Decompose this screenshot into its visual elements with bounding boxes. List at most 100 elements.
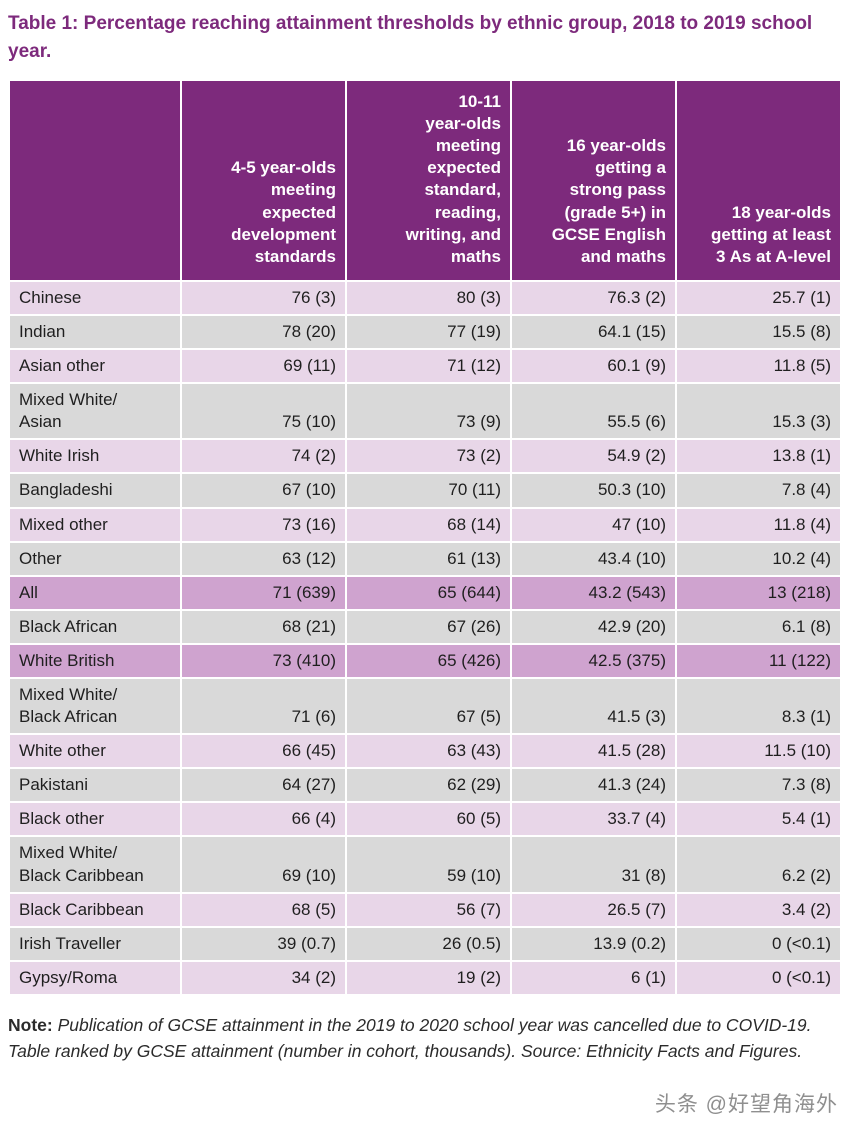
cell-value-10-11: 56 (7) [345, 891, 512, 928]
cell-value-10-11: 67 (26) [345, 608, 512, 645]
cell-value-4-5: 66 (45) [180, 733, 347, 770]
cell-value-4-5: 69 (10) [180, 835, 347, 894]
cell-value-18: 13.8 (1) [675, 438, 842, 475]
cell-value-10-11: 80 (3) [345, 279, 512, 316]
row-label: White Irish [8, 438, 182, 475]
table-title: Table 1: Percentage reaching attainment … [8, 13, 813, 62]
row-label: Black African [8, 608, 182, 645]
row-label: White other [8, 733, 182, 770]
cell-value-10-11: 67 (5) [345, 676, 512, 736]
row-label: Bangladeshi [8, 472, 182, 509]
cell-value-10-11: 26 (0.5) [345, 925, 512, 962]
row-label: Mixed other [8, 506, 182, 543]
cell-value-10-11: 19 (2) [345, 959, 512, 996]
cell-value-18: 6.1 (8) [675, 608, 842, 645]
cell-value-10-11: 68 (14) [345, 506, 512, 543]
table-row: Chinese 76 (3) 80 (3) 76.3 (2) 25.7 (1) [8, 279, 842, 316]
cell-value-4-5: 78 (20) [180, 313, 347, 351]
table-row: Black African 68 (21) 67 (26) 42.9 (20) … [8, 608, 842, 645]
cell-value-4-5: 68 (21) [180, 608, 347, 645]
row-label: White British [8, 642, 182, 679]
cell-value-16: 41.5 (3) [510, 676, 677, 736]
cell-value-4-5: 66 (4) [180, 801, 347, 838]
cell-value-4-5: 63 (12) [180, 540, 347, 577]
row-label: Indian [8, 313, 182, 351]
table-row: Bangladeshi 67 (10) 70 (11) 50.3 (10) 7.… [8, 472, 842, 509]
cell-value-18: 15.3 (3) [675, 382, 842, 441]
cell-value-10-11: 65 (644) [345, 574, 512, 611]
note-text: Publication of GCSE attainment in the 20… [8, 1014, 812, 1062]
row-label: Chinese [8, 279, 182, 316]
cell-value-10-11: 71 (12) [345, 348, 512, 385]
cell-value-16: 60.1 (9) [510, 348, 677, 385]
cell-value-18: 10.2 (4) [675, 540, 842, 577]
row-label: Other [8, 540, 182, 577]
cell-value-18: 11.5 (10) [675, 733, 842, 770]
cell-value-10-11: 73 (2) [345, 438, 512, 475]
cell-value-18: 0 (<0.1) [675, 925, 842, 962]
cell-value-4-5: 69 (11) [180, 348, 347, 385]
cell-value-4-5: 71 (6) [180, 676, 347, 736]
cell-value-4-5: 67 (10) [180, 472, 347, 509]
table-body: Chinese 76 (3) 80 (3) 76.3 (2) 25.7 (1) … [8, 279, 842, 996]
cell-value-4-5: 39 (0.7) [180, 925, 347, 962]
cell-value-18: 3.4 (2) [675, 891, 842, 928]
cell-value-18: 11.8 (5) [675, 348, 842, 385]
table-row: White other 66 (45) 63 (43) 41.5 (28) 11… [8, 733, 842, 770]
row-label: Mixed White/ Asian [8, 382, 182, 441]
cell-value-16: 26.5 (7) [510, 891, 677, 928]
table-row: Mixed other 73 (16) 68 (14) 47 (10) 11.8… [8, 506, 842, 543]
table-row: Gypsy/Roma 34 (2) 19 (2) 6 (1) 0 (<0.1) [8, 959, 842, 996]
row-label: Mixed White/ Black African [8, 676, 182, 736]
header-cell-4-5-year-olds: 4-5 year-olds meeting expected developme… [180, 79, 347, 282]
cell-value-16: 31 (8) [510, 835, 677, 894]
note-label: Note: [8, 1014, 53, 1035]
cell-value-16: 41.3 (24) [510, 767, 677, 804]
cell-value-18: 8.3 (1) [675, 676, 842, 736]
table-note: Note: Publication of GCSE attainment in … [8, 1012, 842, 1065]
cell-value-4-5: 64 (27) [180, 767, 347, 804]
cell-value-18: 11 (122) [675, 642, 842, 679]
header-cell-10-11-year-olds: 10-11 year-olds meeting expected standar… [345, 79, 512, 282]
cell-value-16: 50.3 (10) [510, 472, 677, 509]
table-row: Mixed White/ Black African 71 (6) 67 (5)… [8, 676, 842, 736]
header-cell-empty [8, 79, 182, 282]
row-label: Pakistani [8, 767, 182, 804]
row-label: Black Caribbean [8, 891, 182, 928]
cell-value-16: 13.9 (0.2) [510, 925, 677, 962]
cell-value-4-5: 75 (10) [180, 382, 347, 441]
attainment-table: 4-5 year-olds meeting expected developme… [8, 79, 842, 996]
table-row: All 71 (639) 65 (644) 43.2 (543) 13 (218… [8, 574, 842, 611]
cell-value-18: 15.5 (8) [675, 313, 842, 351]
cell-value-16: 54.9 (2) [510, 438, 677, 475]
table-row: Irish Traveller 39 (0.7) 26 (0.5) 13.9 (… [8, 925, 842, 962]
cell-value-18: 7.8 (4) [675, 472, 842, 509]
table-row: Black Caribbean 68 (5) 56 (7) 26.5 (7) 3… [8, 891, 842, 928]
table-row: Mixed White/ Asian 75 (10) 73 (9) 55.5 (… [8, 382, 842, 441]
cell-value-16: 42.9 (20) [510, 608, 677, 645]
table-row: Other 63 (12) 61 (13) 43.4 (10) 10.2 (4) [8, 540, 842, 577]
table-row: Black other 66 (4) 60 (5) 33.7 (4) 5.4 (… [8, 801, 842, 838]
header-row: 4-5 year-olds meeting expected developme… [8, 79, 842, 282]
cell-value-18: 11.8 (4) [675, 506, 842, 543]
cell-value-16: 43.2 (543) [510, 574, 677, 611]
cell-value-16: 6 (1) [510, 959, 677, 996]
cell-value-18: 25.7 (1) [675, 279, 842, 316]
table-row: Asian other 69 (11) 71 (12) 60.1 (9) 11.… [8, 348, 842, 385]
cell-value-16: 47 (10) [510, 506, 677, 543]
row-label: Asian other [8, 348, 182, 385]
watermark: 头条 @好望角海外 [654, 1093, 838, 1116]
table-row: Indian 78 (20) 77 (19) 64.1 (15) 15.5 (8… [8, 313, 842, 351]
cell-value-18: 0 (<0.1) [675, 959, 842, 996]
cell-value-10-11: 61 (13) [345, 540, 512, 577]
cell-value-10-11: 63 (43) [345, 733, 512, 770]
cell-value-16: 41.5 (28) [510, 733, 677, 770]
header-cell-16-year-olds: 16 year-olds getting a strong pass (grad… [510, 79, 677, 282]
cell-value-4-5: 71 (639) [180, 574, 347, 611]
cell-value-10-11: 65 (426) [345, 642, 512, 679]
row-label: Irish Traveller [8, 925, 182, 962]
row-label: Black other [8, 801, 182, 838]
header-cell-18-year-olds: 18 year-olds getting at least 3 As at A-… [675, 79, 842, 282]
cell-value-16: 76.3 (2) [510, 279, 677, 316]
